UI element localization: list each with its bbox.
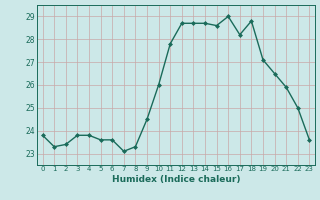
X-axis label: Humidex (Indice chaleur): Humidex (Indice chaleur) [112, 175, 240, 184]
